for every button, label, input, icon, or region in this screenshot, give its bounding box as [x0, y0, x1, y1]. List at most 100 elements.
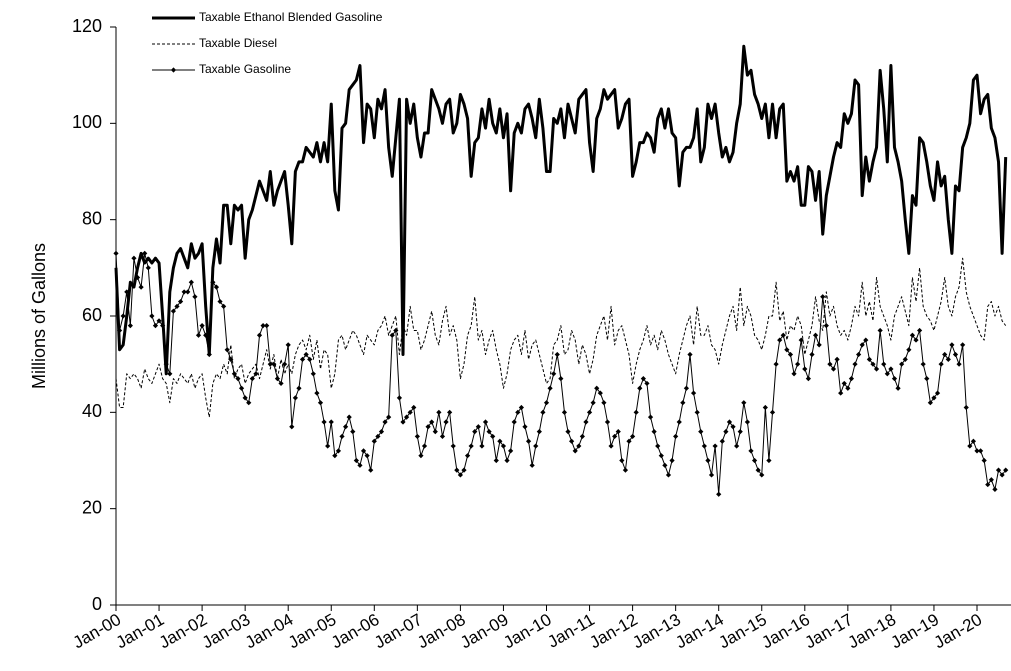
data-point — [274, 376, 281, 382]
data-point — [716, 491, 722, 497]
data-point — [543, 400, 550, 406]
data-point — [863, 337, 869, 343]
data-point — [673, 433, 679, 440]
data-point — [242, 395, 248, 401]
data-point — [235, 376, 241, 382]
data-point — [249, 376, 255, 382]
data-point — [662, 462, 668, 468]
data-point — [299, 356, 306, 362]
data-point — [551, 371, 557, 377]
x-tick-label: Jan-12 — [586, 610, 641, 652]
data-point — [177, 298, 184, 305]
data-point — [942, 351, 948, 358]
data-point — [755, 467, 761, 473]
data-point — [364, 453, 370, 459]
data-point — [558, 376, 564, 382]
data-point — [407, 409, 413, 415]
data-point — [238, 385, 245, 391]
x-tick-label: Jan-06 — [328, 610, 383, 652]
data-point — [468, 443, 474, 449]
data-point — [188, 279, 194, 285]
data-point — [952, 351, 959, 358]
legend-label: Taxable Gasoline — [199, 62, 291, 76]
data-point — [579, 433, 585, 440]
data-point — [213, 284, 220, 290]
data-point — [845, 385, 851, 391]
data-point — [500, 443, 507, 449]
data-point — [812, 332, 819, 338]
data-point — [317, 400, 324, 406]
data-point — [221, 303, 227, 309]
data-point — [267, 361, 273, 367]
data-point — [461, 467, 467, 473]
data-point — [134, 274, 141, 281]
y-tick-label: 20 — [82, 497, 102, 517]
data-point — [303, 351, 309, 358]
legend-label: Taxable Ethanol Blended Gasoline — [199, 10, 383, 24]
data-point — [708, 472, 715, 478]
data-point — [113, 250, 119, 256]
data-point — [253, 371, 259, 377]
data-point — [744, 419, 750, 425]
data-point — [665, 472, 672, 478]
data-point — [576, 443, 582, 449]
data-point — [142, 250, 148, 256]
x-tick-label: Jan-07 — [371, 610, 426, 652]
data-point — [698, 429, 704, 435]
data-point — [174, 303, 180, 309]
data-point — [343, 424, 349, 430]
data-point — [127, 323, 133, 329]
data-point — [719, 438, 725, 444]
data-point — [820, 294, 826, 300]
data-point — [540, 409, 546, 415]
data-point — [881, 361, 887, 367]
data-point — [834, 356, 840, 362]
data-point — [382, 419, 388, 425]
data-point — [870, 361, 876, 367]
data-point — [594, 385, 600, 391]
data-point — [414, 433, 420, 440]
data-point — [307, 356, 313, 362]
data-point — [436, 409, 442, 415]
data-point — [604, 419, 611, 425]
x-tick-label: Jan-03 — [199, 610, 254, 652]
data-point — [841, 380, 847, 387]
data-point — [138, 284, 144, 290]
series-line — [114, 44, 1008, 376]
data-point — [167, 371, 173, 377]
data-point — [622, 467, 629, 473]
data-point — [1003, 467, 1009, 473]
series-line — [115, 252, 1007, 495]
data-point — [967, 443, 973, 449]
x-tick-label: Jan-18 — [845, 610, 900, 652]
data-point — [988, 477, 994, 483]
data-point — [655, 443, 661, 449]
data-point — [504, 457, 510, 464]
data-point — [292, 395, 298, 401]
data-point — [791, 371, 797, 377]
x-tick-label: Jan-01 — [113, 610, 168, 652]
data-point — [669, 457, 675, 464]
data-point — [325, 443, 331, 449]
data-point — [601, 400, 607, 406]
data-point — [784, 347, 790, 353]
data-point — [630, 433, 636, 440]
data-point — [378, 429, 385, 435]
data-point — [289, 424, 295, 430]
data-point — [256, 332, 263, 338]
data-point — [149, 313, 155, 319]
y-tick-label: 0 — [92, 594, 102, 614]
data-point — [285, 342, 291, 348]
data-point — [956, 361, 962, 367]
data-point — [658, 453, 664, 459]
data-point — [798, 337, 804, 343]
data-point — [403, 414, 410, 420]
data-point — [895, 385, 901, 391]
data-point — [210, 279, 216, 285]
data-point — [866, 356, 872, 362]
data-point — [690, 390, 697, 396]
data-point — [608, 443, 614, 449]
data-point — [999, 472, 1005, 478]
data-point — [525, 438, 532, 444]
x-tick-label: Jan-04 — [242, 610, 297, 652]
